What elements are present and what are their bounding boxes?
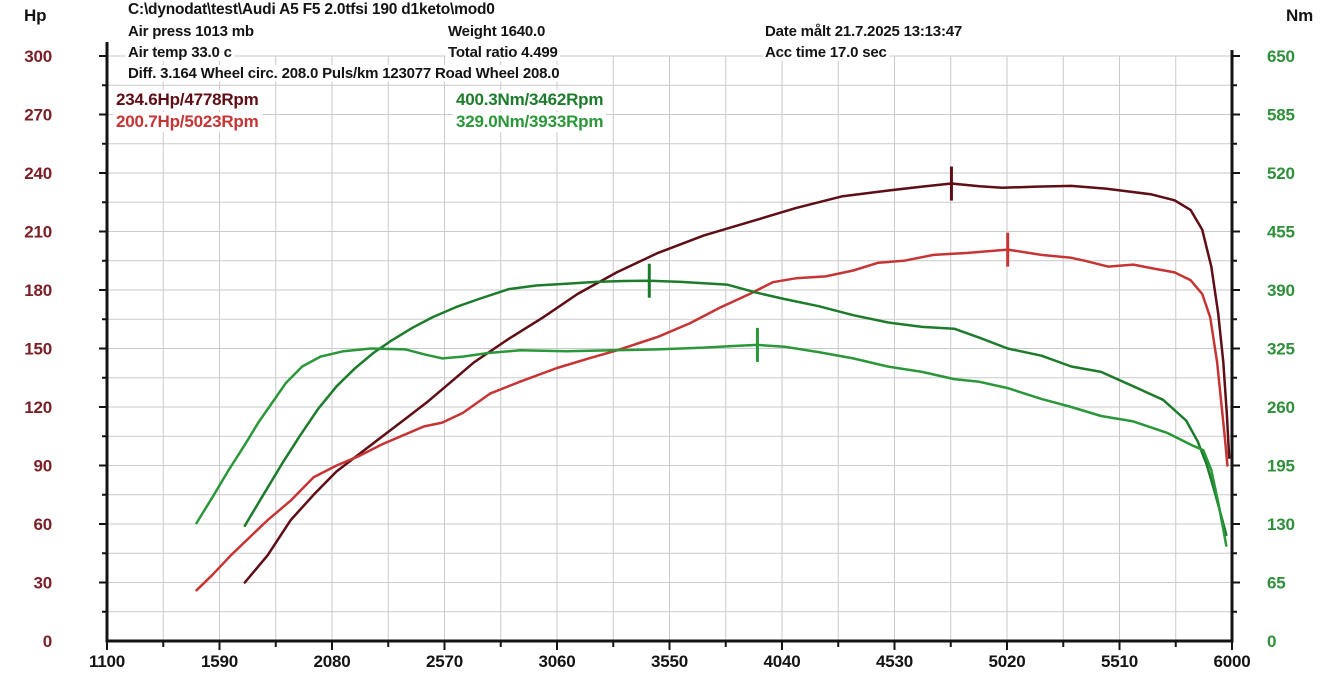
nm-tick-label: 0	[1267, 632, 1276, 651]
peak-label-nm-run1: 400.3Nm/3462Rpm	[453, 90, 607, 110]
chart-title: C:\dynodat\test\Audi A5 F5 2.0tfsi 190 d…	[128, 1, 495, 18]
nm-axis-title: Nm	[1286, 6, 1313, 25]
rpm-tick-label: 5510	[1101, 652, 1138, 671]
header-date: Date målt 21.7.2025 13:13:47	[763, 23, 965, 40]
rpm-tick-label: 2080	[313, 652, 350, 671]
rpm-tick-label: 4530	[876, 652, 913, 671]
header-weight: Weight 1640.0	[446, 23, 548, 40]
nm-tick-label: 325	[1267, 340, 1295, 359]
nm-tick-label: 585	[1267, 106, 1295, 125]
nm-tick-label: 520	[1267, 164, 1295, 183]
hp-tick-label: 90	[33, 457, 52, 476]
hp-tick-label: 0	[43, 632, 52, 651]
peak-label-hp-run1: 234.6Hp/4778Rpm	[113, 90, 262, 110]
peak-label-hp-run2: 200.7Hp/5023Rpm	[113, 112, 262, 132]
nm-tick-label: 65	[1267, 574, 1286, 593]
hp-tick-label: 60	[33, 515, 52, 534]
rpm-tick-label: 4040	[763, 652, 800, 671]
curve-nm-tuned	[243, 279, 1228, 537]
rpm-tick-label: 6000	[1213, 652, 1250, 671]
curve-hp-stock	[195, 248, 1229, 592]
rpm-tick-label: 1100	[89, 652, 125, 671]
hp-tick-label: 150	[24, 340, 52, 359]
hp-tick-label: 180	[24, 281, 52, 300]
rpm-tick-label: 3060	[538, 652, 575, 671]
rpm-tick-label: 5020	[988, 652, 1025, 671]
header-diff-wheel: Diff. 3.164 Wheel circ. 208.0 Puls/km 12…	[126, 65, 562, 82]
header-acc-time: Acc time 17.0 sec	[763, 44, 889, 61]
nm-tick-label: 260	[1267, 398, 1295, 417]
hp-tick-label: 240	[24, 164, 52, 183]
hp-tick-label: 210	[24, 223, 52, 242]
nm-tick-label: 390	[1267, 281, 1295, 300]
hp-tick-label: 270	[24, 106, 52, 125]
peak-label-nm-run2: 329.0Nm/3933Rpm	[453, 112, 607, 132]
rpm-tick-label: 3550	[651, 652, 688, 671]
hp-axis-title: Hp	[24, 6, 47, 25]
header-air-temp: Air temp 33.0 c	[126, 44, 234, 61]
hp-tick-label: 30	[33, 574, 52, 593]
header-total-ratio: Total ratio 4.499	[446, 44, 560, 61]
header-air-press: Air press 1013 mb	[126, 23, 256, 40]
hp-tick-label: 300	[24, 47, 52, 66]
rpm-tick-label: 1590	[201, 652, 238, 671]
nm-tick-label: 130	[1267, 515, 1295, 534]
nm-tick-label: 650	[1267, 47, 1295, 66]
nm-tick-label: 455	[1267, 223, 1295, 242]
curve-nm-stock	[195, 343, 1228, 547]
nm-tick-label: 195	[1267, 457, 1295, 476]
hp-tick-label: 120	[24, 398, 52, 417]
curve-hp-tuned	[243, 182, 1231, 584]
rpm-tick-label: 2570	[426, 652, 463, 671]
